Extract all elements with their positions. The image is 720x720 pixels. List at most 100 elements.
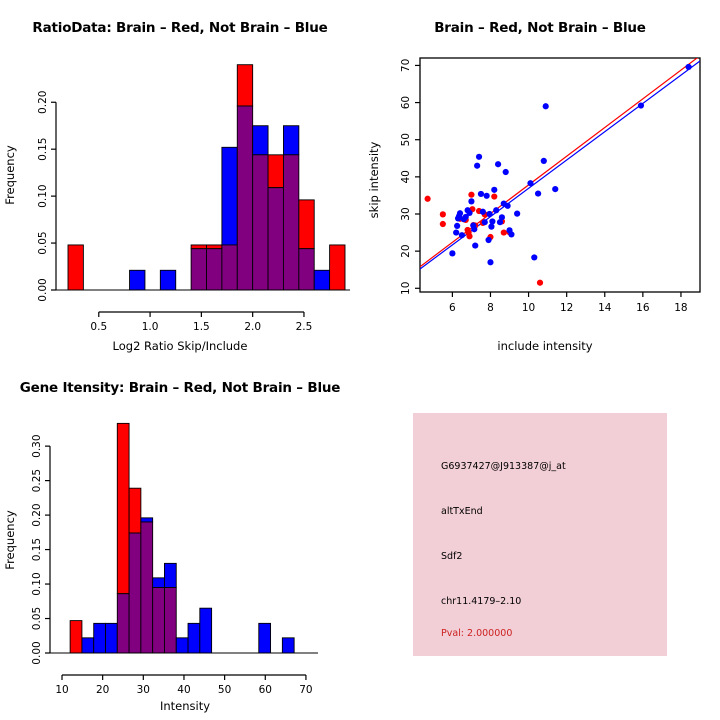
- y-tick-label: 0.25: [31, 469, 43, 492]
- y-tick-label: 0.20: [37, 91, 49, 114]
- histogram-bar-overlap: [267, 187, 284, 291]
- scatter-point: [504, 202, 511, 209]
- histogram-bar: [298, 199, 315, 250]
- histogram-bar-overlap: [236, 105, 254, 291]
- scatter-point: [494, 161, 502, 168]
- histogram-bar: [187, 622, 201, 654]
- histogram-bar-overlap: [190, 248, 207, 291]
- gene-symbol-text: Sdf2: [441, 551, 463, 562]
- histogram-bar: [313, 269, 331, 291]
- scatter-point: [468, 198, 475, 205]
- x-tick-label: 40: [177, 684, 190, 696]
- scatter-point: [527, 180, 534, 187]
- gene-histogram-title: Gene Itensity: Brain – Red, Not Brain – …: [19, 380, 341, 396]
- x-tick-label: 18: [674, 302, 687, 314]
- scatter-point: [531, 254, 538, 261]
- histogram-bar: [236, 64, 254, 107]
- histogram-bar: [206, 244, 223, 250]
- histogram-bar: [221, 146, 238, 246]
- histogram-bar-overlap: [140, 521, 154, 654]
- histogram-bar: [329, 244, 346, 291]
- ratio-histogram-svg: 0.00 0.05 0.10 0.15 0.20 0.5 1.0 1.5 2.0 2.5: [37, 64, 350, 333]
- histogram-bar: [252, 125, 269, 156]
- scatter-svg: 10 20 30 40 50 60 70 6 8 10 12 14 16 18: [400, 57, 701, 314]
- histogram-bar: [164, 562, 177, 588]
- scatter-point: [479, 208, 486, 215]
- scatter-point: [540, 157, 547, 164]
- scatter-title: Brain – Red, Not Brain – Blue: [434, 20, 646, 36]
- histogram-bar-overlap: [164, 587, 177, 654]
- y-tick-label: 0.00: [31, 641, 43, 664]
- histogram-bar: [140, 517, 154, 523]
- histogram-bar-overlap: [252, 154, 269, 291]
- y-tick-label: 60: [400, 96, 412, 109]
- y-tick-label: 0.15: [31, 538, 43, 561]
- y-tick-label: 0.20: [31, 503, 43, 526]
- histogram-bar: [129, 269, 146, 291]
- histogram-bar: [152, 577, 165, 588]
- x-tick-label: 2.0: [244, 321, 261, 333]
- panel-ratio-histogram: RatioData: Brain – Red, Not Brain – Blue…: [0, 0, 360, 360]
- scatter-point: [489, 218, 496, 225]
- y-tick-label: 0.30: [31, 434, 43, 457]
- scatter-point: [449, 250, 456, 257]
- y-tick-label: 50: [400, 133, 412, 146]
- scatter-point: [477, 190, 485, 198]
- y-tick-label: 70: [400, 59, 412, 72]
- x-tick-label: 16: [636, 302, 650, 314]
- event-type-text: altTxEnd: [441, 506, 483, 517]
- x-tick-label: 1.5: [193, 321, 210, 333]
- y-tick-label: 0.10: [31, 572, 43, 595]
- y-tick-label: 10: [400, 282, 412, 295]
- y-tick-label: 0.10: [37, 184, 49, 207]
- x-tick-label: 70: [299, 684, 312, 696]
- scatter-point: [458, 232, 466, 239]
- scatter-point: [542, 103, 549, 110]
- scatter-point: [552, 186, 559, 193]
- scatter-point: [466, 209, 473, 216]
- x-tick-label: 6: [449, 302, 456, 314]
- x-tick-label: 12: [560, 302, 573, 314]
- y-tick-label: 20: [400, 244, 412, 257]
- x-tick-label: 8: [487, 302, 494, 314]
- scatter-point: [468, 191, 475, 198]
- scatter-point: [485, 236, 492, 244]
- histogram-bar-overlap: [206, 248, 223, 291]
- scatter-point: [514, 210, 521, 217]
- y-tick-label: 30: [400, 207, 412, 220]
- scatter-point: [496, 219, 504, 226]
- scatter-point: [637, 102, 645, 109]
- scatter-point: [493, 207, 500, 214]
- scatter-point: [475, 153, 483, 160]
- ratio-histogram-bars: [67, 64, 346, 291]
- scatter-point: [487, 259, 494, 266]
- gene-histogram-axes: 0.00 0.05 0.10 0.15 0.20 0.25 0.30 10 20 30 40 50 60…: [31, 434, 318, 696]
- scatter-point: [481, 219, 488, 226]
- histogram-bar-overlap: [128, 532, 142, 654]
- probe-id-text: G6937427@J913387@j_at: [441, 461, 566, 472]
- scatter-point: [453, 229, 460, 236]
- scatter-point: [534, 190, 542, 197]
- ratio-histogram-title: RatioData: Brain – Red, Not Brain – Blue: [32, 20, 328, 36]
- scatter-point: [486, 210, 493, 218]
- x-tick-label: 14: [598, 302, 612, 314]
- scatter-point: [488, 223, 495, 230]
- scatter-point: [474, 162, 481, 169]
- y-tick-label: 0.00: [37, 278, 49, 301]
- y-tick-label: 0.05: [31, 607, 43, 630]
- scatter-point: [500, 229, 507, 236]
- gene-histogram-bars: [69, 422, 295, 654]
- scatter-point: [462, 213, 469, 221]
- x-tick-label: 50: [218, 684, 231, 696]
- scatter-point: [424, 195, 431, 202]
- x-tick-label: 10: [522, 302, 535, 314]
- histogram-bar: [199, 607, 213, 654]
- scatter-point: [508, 231, 515, 238]
- scatter-point: [466, 233, 473, 240]
- histogram-bar: [258, 622, 272, 654]
- pval-text: Pval: 2.000000: [441, 628, 513, 639]
- histogram-bar: [128, 487, 142, 534]
- panel-gene-histogram: Gene Itensity: Brain – Red, Not Brain – …: [0, 360, 360, 720]
- x-tick-label: 0.5: [90, 321, 107, 333]
